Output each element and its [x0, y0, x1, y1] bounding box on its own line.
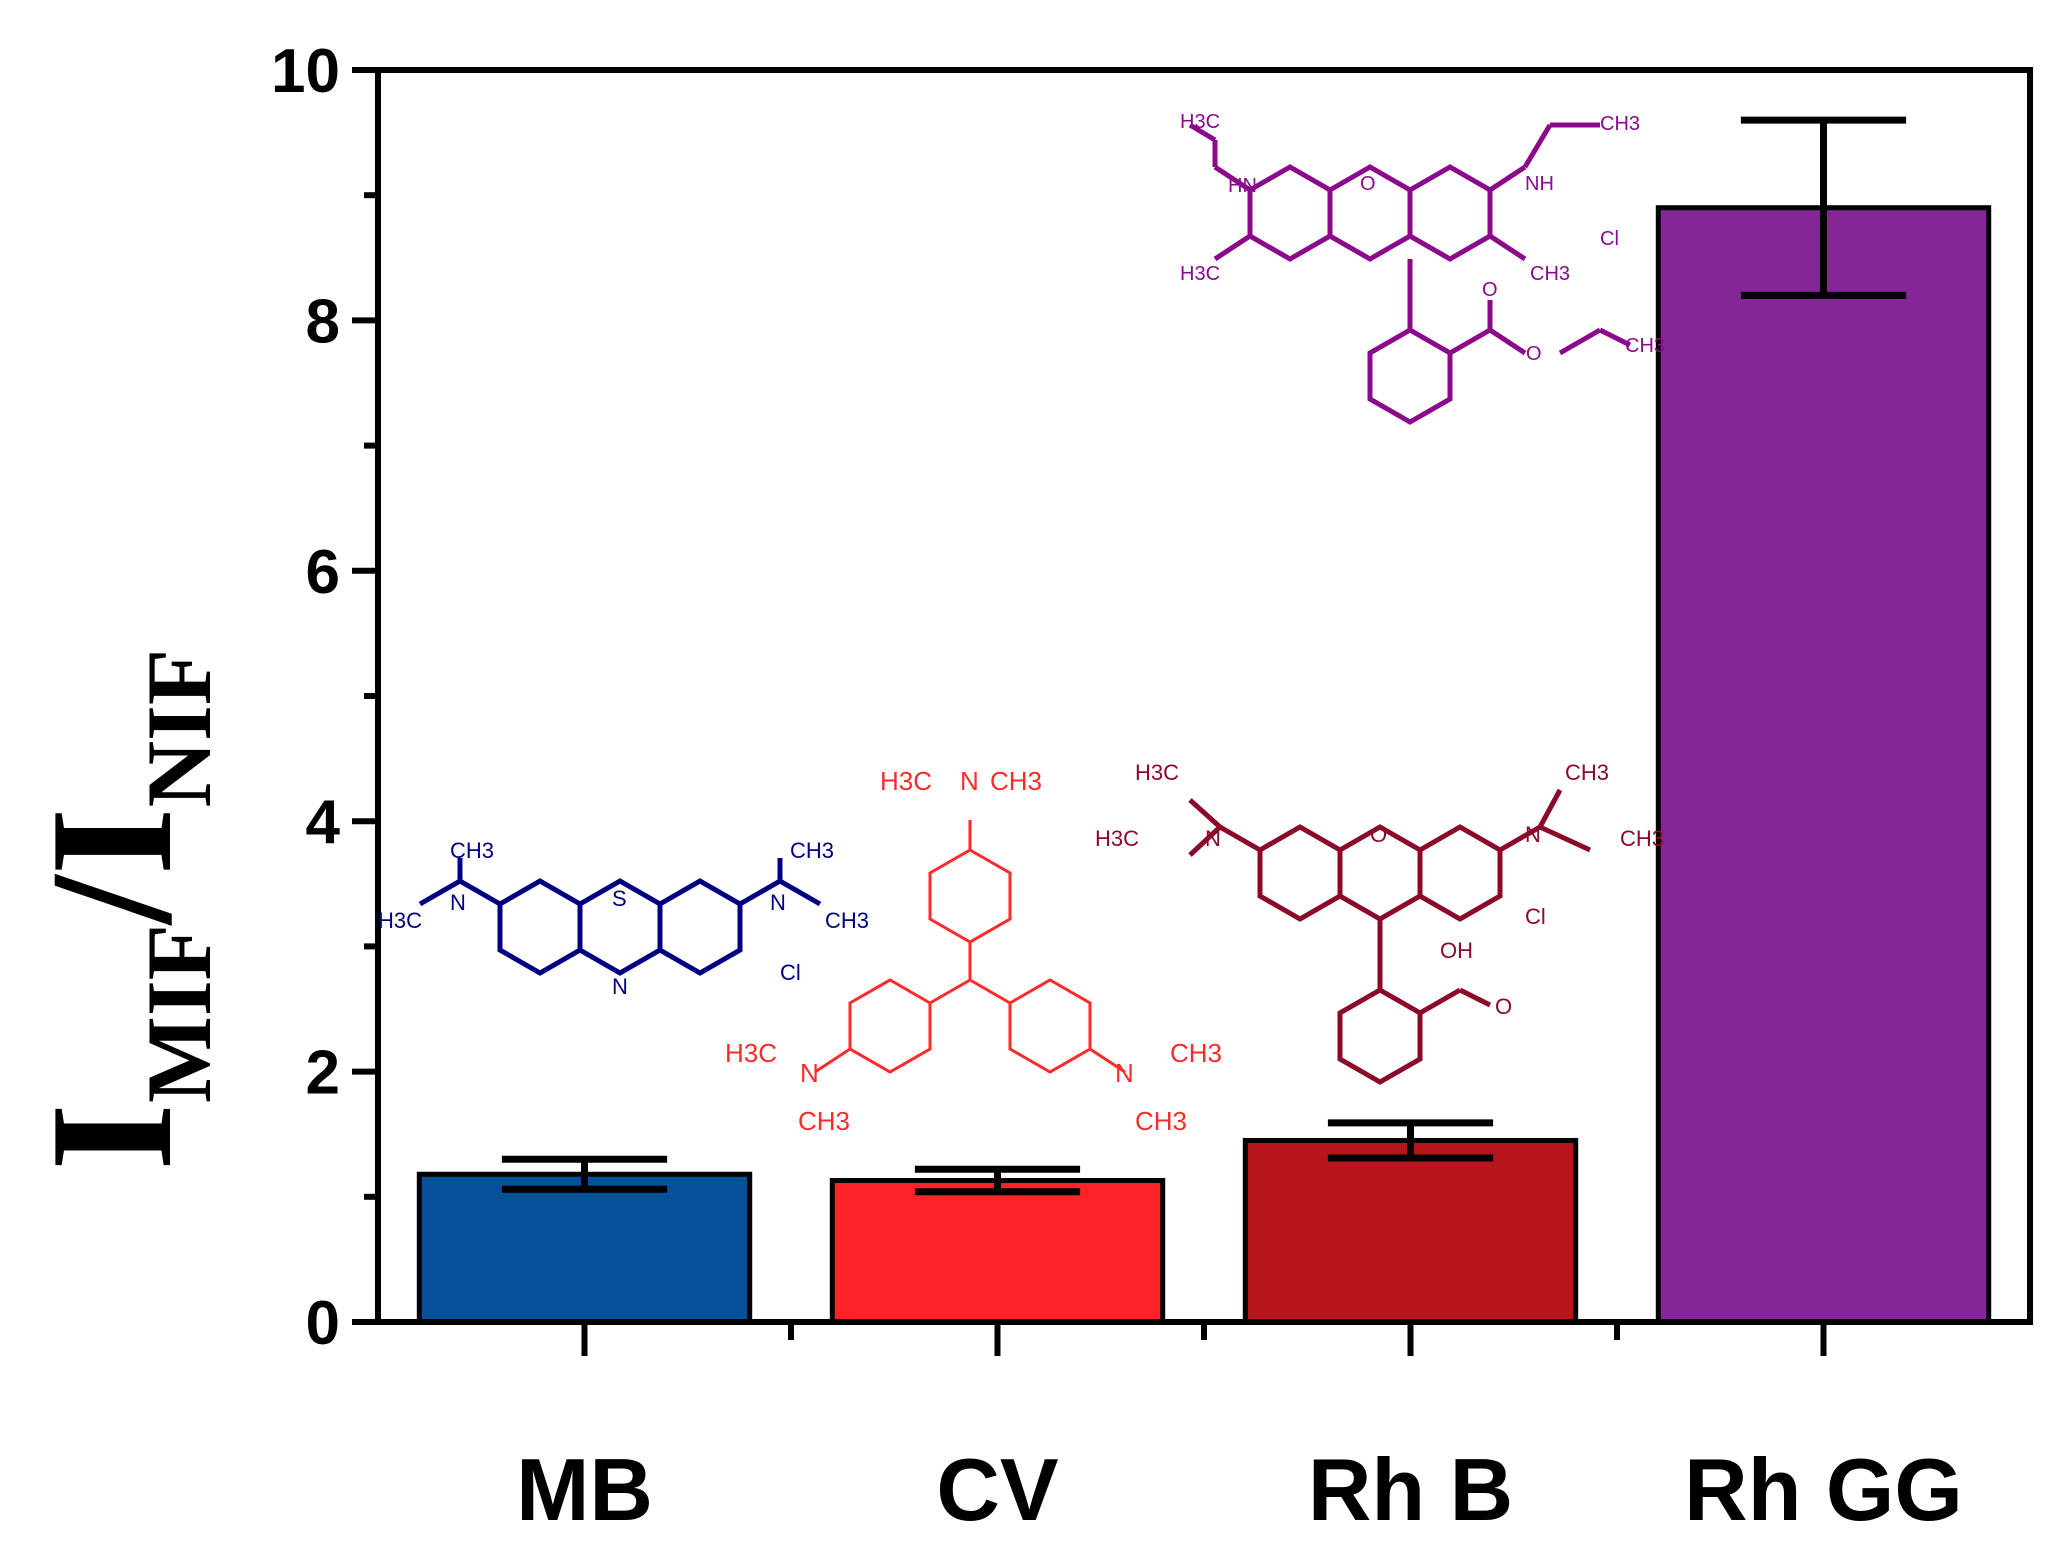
mb-label-n-mid: N — [612, 974, 628, 999]
rhgg-label-ch3-right: CH3 — [1530, 263, 1570, 285]
y-tick-label: 10 — [271, 37, 340, 106]
rhb-label-h3c-left: H3C — [1095, 826, 1139, 851]
rhb-structure-labels: H3C H3C N O N CH3 CH3 Cl OH O — [1095, 760, 1664, 1019]
mb-label-s: S — [612, 886, 627, 911]
cv-label-h3c-top: H3C — [880, 766, 932, 796]
rhgg-structure — [1188, 122, 1632, 425]
bar-cv — [829, 1178, 1166, 1325]
bar-mb — [416, 1171, 753, 1325]
cv-label-n-right: N — [1115, 1058, 1134, 1088]
y-label-i1: I — [14, 1103, 208, 1171]
mb-label-ch3-right-top: CH3 — [790, 838, 834, 863]
x-tick-label: Rh GG — [1684, 1440, 1963, 1539]
bars-group — [416, 205, 1992, 1325]
rhgg-label-o-ester: O — [1526, 343, 1542, 365]
cv-label-ch3-left: CH3 — [798, 1106, 850, 1136]
x-tick-label: CV — [936, 1440, 1059, 1539]
error-bar-cv — [914, 1165, 1081, 1196]
rhb-label-n-right: N — [1525, 822, 1541, 847]
mb-label-cl: Cl — [780, 960, 801, 985]
mb-label-ch3-top: CH3 — [450, 838, 494, 863]
plot-frame — [375, 67, 2033, 1325]
rhb-label-ch3-right: CH3 — [1620, 826, 1664, 851]
mb-structure — [418, 858, 822, 976]
rhb-label-ch3-top: CH3 — [1565, 760, 1609, 785]
cv-label-n-top: N — [960, 766, 979, 796]
y-ticks-group: 0 2 4 6 8 10 — [271, 37, 378, 1358]
mb-label-ch3-right: CH3 — [825, 908, 869, 933]
mb-label-n-right: N — [770, 890, 786, 915]
rhgg-label-h3c-left: H3C — [1180, 263, 1220, 285]
rhb-label-n-left: N — [1205, 826, 1221, 851]
rhb-label-o-bottom: O — [1495, 994, 1512, 1019]
cv-label-n-left: N — [800, 1058, 819, 1088]
error-bar-rh-b — [1327, 1119, 1494, 1162]
rhb-label-h3c-top: H3C — [1135, 760, 1179, 785]
y-label-i2: /I — [14, 807, 208, 926]
rhb-label-cl: Cl — [1525, 904, 1546, 929]
y-axis-label: IMIF/INIF — [14, 649, 230, 1171]
rhb-structure — [1188, 788, 1592, 1085]
rhgg-label-nh: NH — [1525, 173, 1554, 195]
svg-text:IMIF/INIF: IMIF/INIF — [14, 649, 230, 1171]
mb-label-h3c: H3C — [378, 908, 422, 933]
cv-label-ch3-right-top: CH3 — [1170, 1038, 1222, 1068]
x-tick-label: Rh B — [1308, 1440, 1513, 1539]
y-tick-label: 2 — [306, 1039, 340, 1108]
mb-structure-labels: CH3 N H3C S N N CH3 CH3 Cl — [378, 838, 869, 999]
y-tick-label: 0 — [306, 1289, 340, 1358]
y-label-sub1: MIF — [128, 924, 230, 1103]
rhgg-label-o: O — [1360, 173, 1376, 195]
cv-label-ch3-right-bot: CH3 — [1135, 1106, 1187, 1136]
y-label-sub2: NIF — [128, 649, 230, 807]
rhgg-label-o-top: O — [1482, 279, 1498, 301]
cv-structure — [814, 820, 1126, 1074]
cv-structure-labels: H3C N CH3 H3C N CH3 N CH3 CH3 — [725, 766, 1222, 1136]
rhgg-label-ch3-top: CH3 — [1600, 113, 1640, 135]
rhgg-label-h3c-top: H3C — [1180, 111, 1220, 133]
error-bars-group — [501, 116, 1907, 1196]
rhgg-structure-labels: H3C HN O NH CH3 Cl H3C CH3 O O CH3 — [1180, 111, 1665, 365]
rhb-label-o: O — [1370, 822, 1387, 847]
y-tick-label: 4 — [306, 788, 341, 857]
rhb-label-oh: OH — [1440, 938, 1473, 963]
cv-label-ch3-top: CH3 — [990, 766, 1042, 796]
rhgg-label-hn: HN — [1228, 175, 1257, 197]
x-ticks-group: MB CV Rh B Rh GG — [516, 1322, 1963, 1539]
mb-label-n-left: N — [450, 890, 466, 915]
rhgg-label-ch3-ester: CH3 — [1625, 335, 1665, 357]
error-bar-mb — [501, 1155, 668, 1193]
cv-label-h3c-left: H3C — [725, 1038, 777, 1068]
bar-rh-b — [1242, 1137, 1579, 1325]
rhgg-label-cl: Cl — [1600, 228, 1619, 250]
error-bar-rh-gg — [1740, 116, 1907, 299]
y-tick-label: 8 — [306, 287, 340, 356]
y-tick-label: 6 — [306, 538, 340, 607]
bar-rh-gg — [1655, 205, 1992, 1325]
x-tick-label: MB — [516, 1440, 653, 1539]
